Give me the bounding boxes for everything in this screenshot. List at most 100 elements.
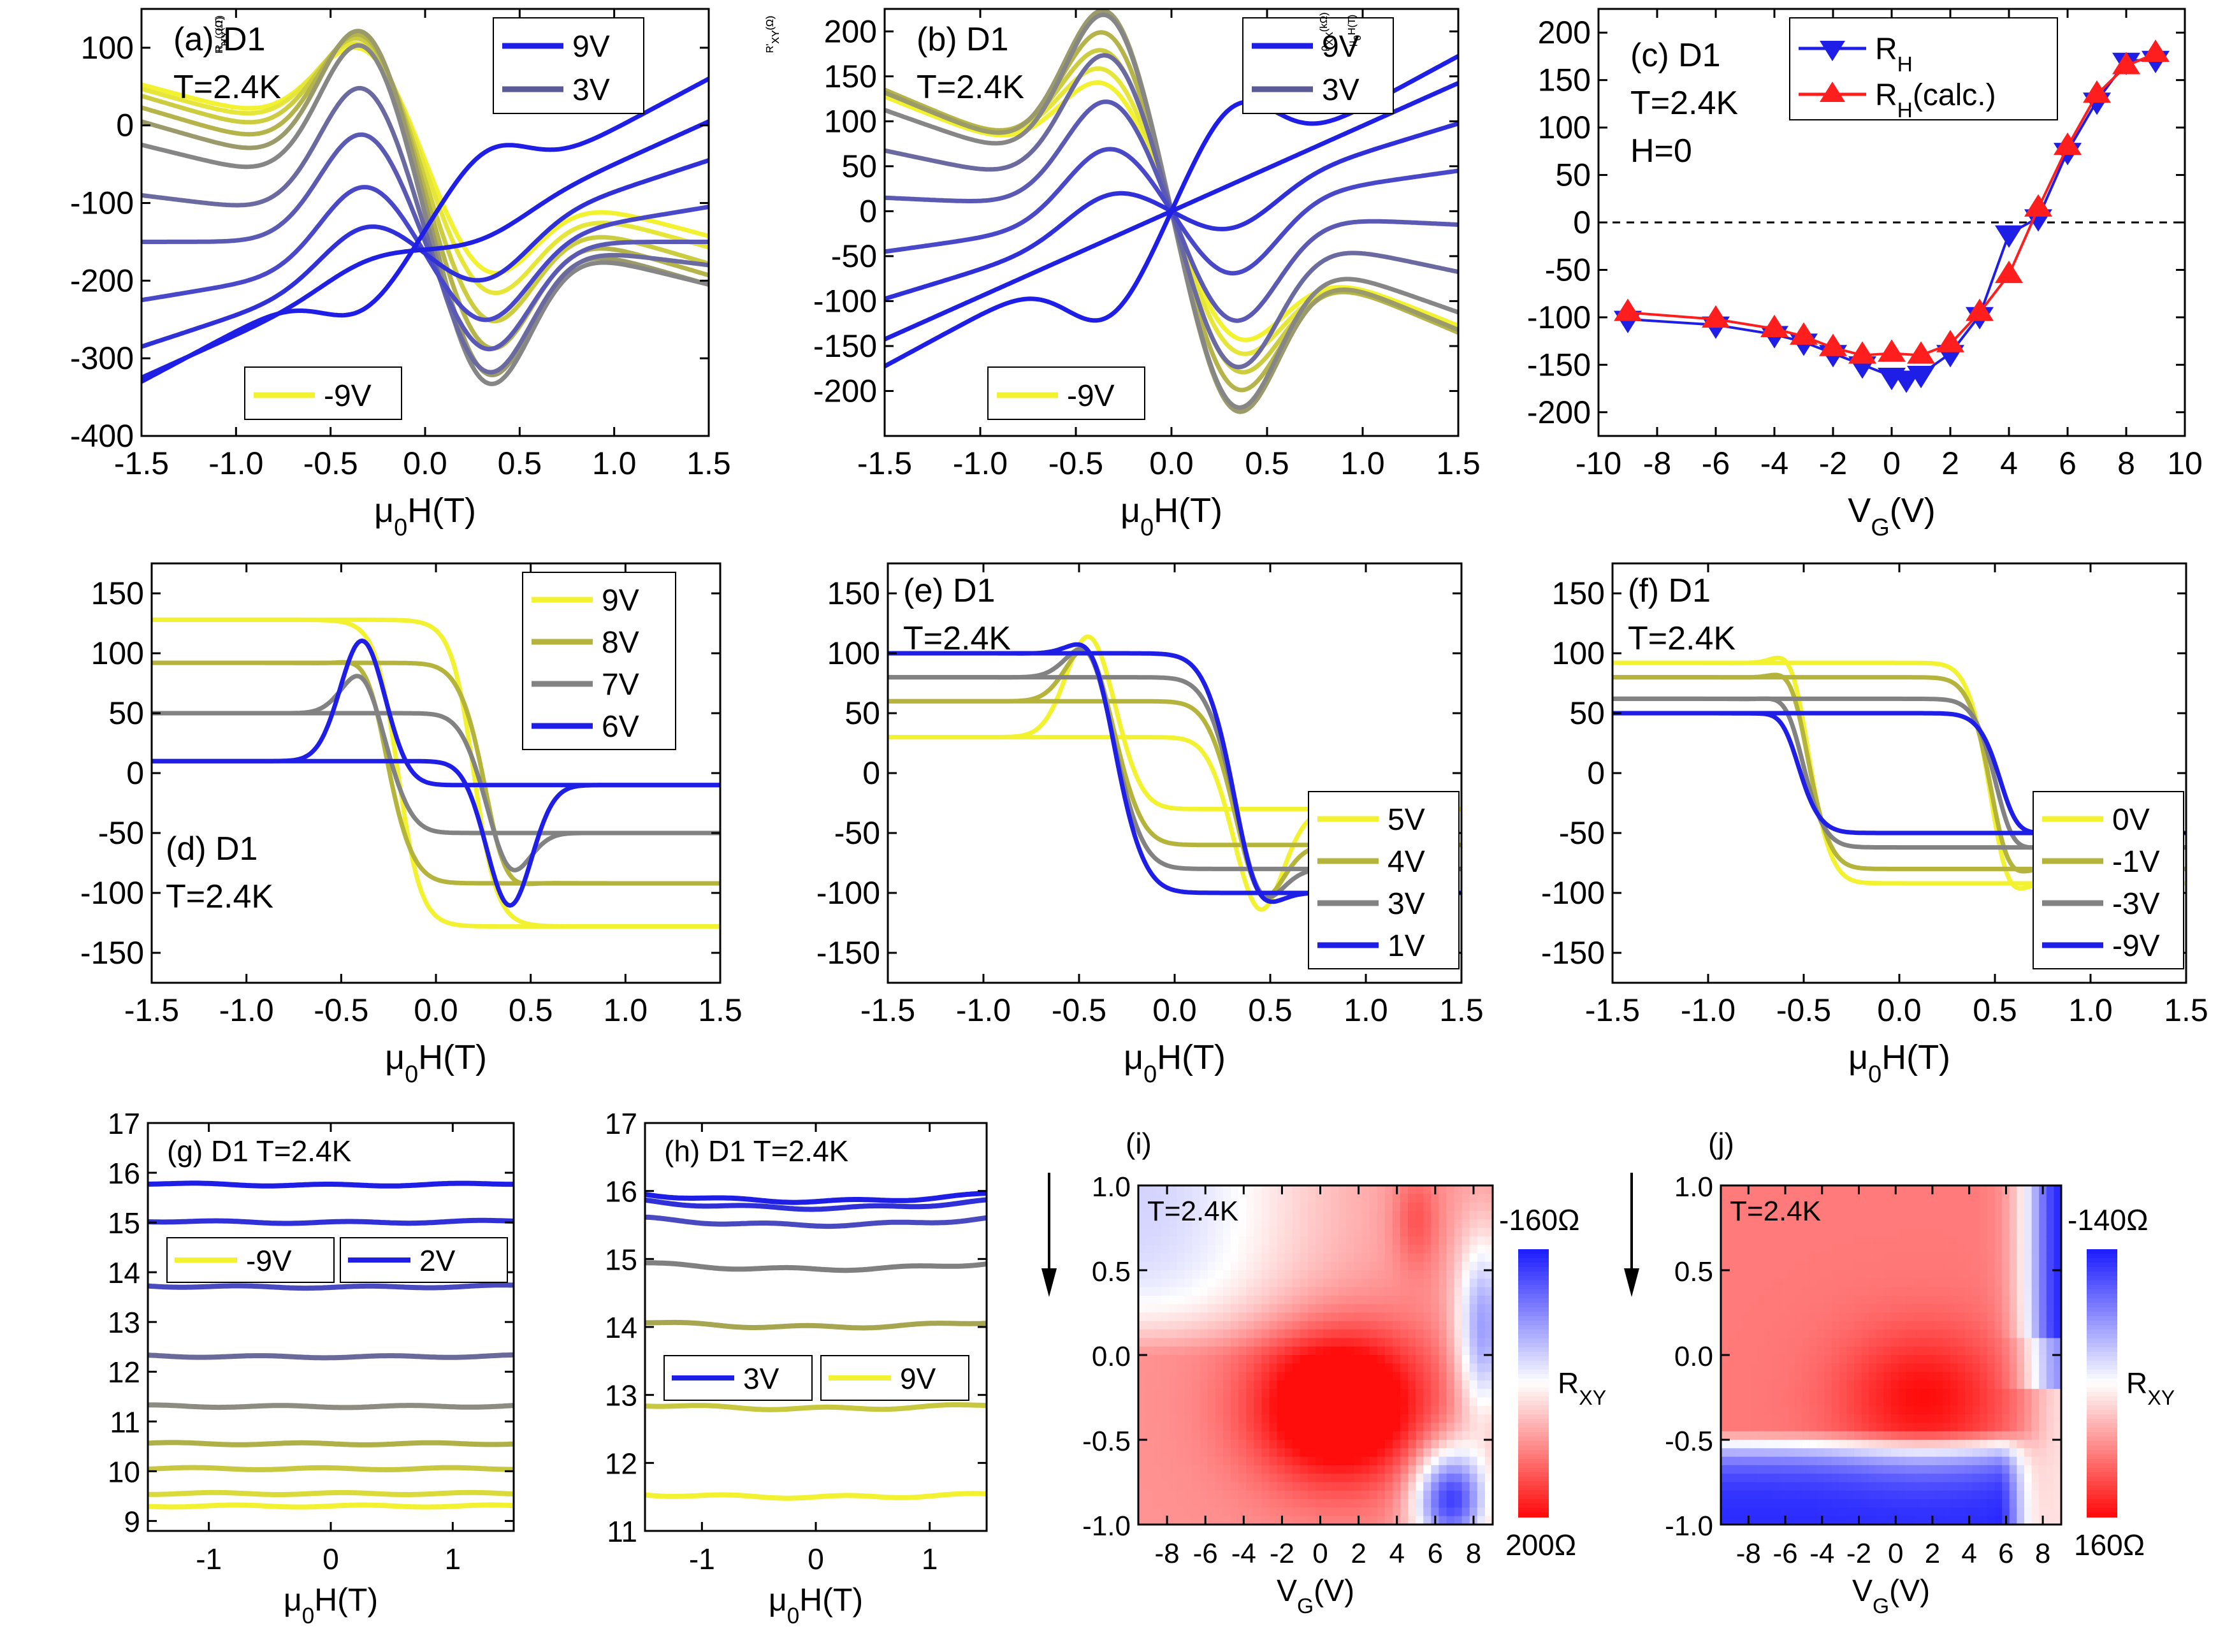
heatmap-cell-i (1192, 1245, 1201, 1254)
colorbar-step-j (2087, 1254, 2117, 1259)
heatmap-cell-i (1461, 1253, 1470, 1263)
heatmap-cell-i (1338, 1330, 1347, 1339)
heatmap-cell-j (1809, 1245, 1818, 1254)
heatmap-cell-i (1369, 1456, 1378, 1466)
heatmap-cell-i (1192, 1397, 1201, 1407)
heatmap-cell-i (1223, 1372, 1232, 1381)
heatmap-cell-i (1323, 1389, 1332, 1398)
x-tick-label-e: 1.0 (1344, 992, 1388, 1028)
heatmap-cell-j (1898, 1304, 1907, 1314)
heatmap-cell-j (1994, 1431, 2003, 1440)
heatmap-cell-i (1161, 1355, 1170, 1365)
heatmap-cell-i (1207, 1219, 1216, 1229)
heatmap-cell-i (1200, 1482, 1208, 1491)
heatmap-cell-i (1484, 1346, 1493, 1356)
heatmap-cell-i (1392, 1423, 1401, 1432)
heatmap-cell-i (1292, 1346, 1301, 1356)
heatmap-cell-j (1980, 1355, 1988, 1365)
heatmap-cell-j (1913, 1295, 1922, 1305)
heatmap-cell-j (1928, 1210, 1936, 1221)
heatmap-cell-j (1809, 1312, 1818, 1322)
x-axis-title-b-part: μ (1120, 491, 1140, 530)
heatmap-cell-j (1906, 1372, 1914, 1381)
heatmap-cell-i (1169, 1355, 1178, 1365)
heatmap-cell-i (1161, 1330, 1170, 1339)
heatmap-cell-i (1307, 1245, 1316, 1254)
heatmap-cell-j (1906, 1321, 1914, 1331)
heatmap-cell-j (1721, 1363, 1729, 1373)
heatmap-cell-j (1987, 1210, 1996, 1221)
heatmap-cell-j (2024, 1363, 2033, 1373)
panel-title-i: (i) (1126, 1127, 1152, 1160)
heatmap-cell-j (1906, 1270, 1914, 1280)
heatmap-cell-i (1300, 1321, 1308, 1331)
heatmap-cell-i (1138, 1304, 1147, 1314)
heatmap-cell-i (1469, 1261, 1478, 1271)
heatmap-cell-i (1361, 1312, 1370, 1322)
heatmap-cell-j (2039, 1346, 2047, 1356)
heatmap-cell-j (1861, 1440, 1870, 1449)
heatmap-cell-i (1408, 1279, 1417, 1288)
heatmap-cell-i (1446, 1228, 1455, 1237)
heatmap-cell-i (1439, 1516, 1447, 1525)
heatmap-cell-i (1377, 1287, 1386, 1296)
heatmap-cell-i (1269, 1448, 1278, 1458)
heatmap-cell-j (1743, 1253, 1751, 1263)
heatmap-cell-j (1758, 1236, 1766, 1246)
heatmap-cell-j (1846, 1389, 1855, 1398)
heatmap-cell-i (1416, 1338, 1424, 1347)
colorbar-step-i (1518, 1486, 1549, 1491)
x-axis-title-e-part: 0 (1143, 1061, 1157, 1088)
heatmap-cell-j (2017, 1423, 2025, 1432)
heatmap-cell-j (2031, 1338, 2040, 1347)
heatmap-cell-j (2002, 1295, 2010, 1305)
heatmap-cell-i (1338, 1346, 1347, 1356)
heatmap-cell-j (1846, 1228, 1855, 1237)
heatmap-cell-j (2054, 1236, 2061, 1246)
heatmap-cell-i (1331, 1499, 1340, 1509)
heatmap-cell-i (1146, 1287, 1155, 1296)
heatmap-cell-i (1416, 1499, 1424, 1509)
heatmap-cell-j (1765, 1363, 1774, 1373)
heatmap-cell-i (1400, 1270, 1409, 1280)
heatmap-cell-j (1980, 1194, 1988, 1203)
heatmap-cell-i (1323, 1363, 1332, 1373)
panel-note-c: H=0 (1630, 133, 1692, 170)
heatmap-cell-j (1772, 1253, 1781, 1263)
heatmap-cell-i (1431, 1236, 1440, 1246)
heatmap-cell-i (1369, 1389, 1378, 1398)
heatmap-cell-i (1223, 1270, 1232, 1280)
heatmap-cell-i (1416, 1346, 1424, 1356)
heatmap-cell-j (1824, 1414, 1833, 1424)
heatmap-cell-i (1307, 1456, 1316, 1466)
heatmap-cell-j (1994, 1389, 2003, 1398)
heatmap-cell-j (1928, 1236, 1936, 1246)
heatmap-cell-i (1423, 1279, 1432, 1288)
x-axis-title-f-part: H(T) (1881, 1038, 1950, 1076)
heatmap-cell-i (1223, 1295, 1232, 1305)
heatmap-cell-j (1980, 1389, 1988, 1398)
heatmap-cell-j (1980, 1346, 1988, 1356)
heatmap-cell-i (1461, 1490, 1470, 1500)
heatmap-cell-j (2002, 1346, 2010, 1356)
heatmap-cell-i (1192, 1261, 1201, 1271)
heatmap-cell-i (1446, 1194, 1455, 1203)
heatmap-cell-i (1277, 1440, 1286, 1449)
heatmap-cell-i (1277, 1490, 1286, 1500)
heatmap-cell-j (2031, 1279, 2040, 1288)
heatmap-cell-i (1207, 1355, 1216, 1365)
heatmap-cell-i (1277, 1270, 1286, 1280)
heatmap-cell-i (1439, 1372, 1447, 1381)
heatmap-cell-j (1943, 1304, 1951, 1314)
heatmap-cell-i (1207, 1380, 1216, 1390)
heatmap-cell-i (1338, 1312, 1347, 1322)
heatmap-cell-j (1906, 1202, 1914, 1212)
y-tick-label-d: -150 (80, 935, 144, 971)
heatmap-cell-j (1854, 1287, 1862, 1296)
y-tick-label-i: 1.0 (1092, 1171, 1131, 1203)
heatmap-cell-i (1408, 1380, 1417, 1390)
heatmap-cell-i (1192, 1440, 1201, 1449)
heatmap-cell-i (1454, 1312, 1463, 1322)
heatmap-cell-i (1416, 1219, 1424, 1229)
heatmap-cell-j (1906, 1346, 1914, 1356)
